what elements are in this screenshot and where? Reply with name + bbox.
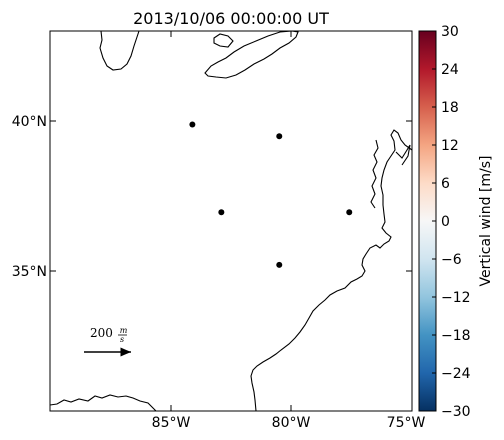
lon-label-80w: 80°W bbox=[272, 415, 311, 431]
colorbar-tick-label: 18 bbox=[441, 100, 459, 116]
lat-label-40: 40°N bbox=[12, 114, 47, 130]
colorbar-tick-label: 0 bbox=[441, 214, 450, 230]
colorbar-tick-label: −24 bbox=[441, 366, 471, 382]
lat-label-35: 35°N bbox=[12, 264, 47, 280]
colorbar-tick-label: 30 bbox=[441, 24, 459, 40]
lat-tick-marks bbox=[50, 120, 412, 272]
wind-scale-arrow: 200 m s bbox=[84, 326, 131, 357]
station-marker bbox=[346, 209, 353, 216]
colorbar-ticks: 30 24 18 12 6 0 −6 −12 −18 −24 −30 bbox=[432, 24, 471, 420]
chesapeake-bay-outline bbox=[370, 139, 379, 209]
colorbar-tick-label: −12 bbox=[441, 290, 471, 306]
map-title: 2013/10/06 00:00:00 UT bbox=[133, 9, 329, 28]
colorbar-tick-label: −18 bbox=[441, 328, 471, 344]
station-marker bbox=[276, 133, 283, 140]
station-markers bbox=[189, 121, 353, 268]
lon-label-85w: 85°W bbox=[152, 415, 191, 431]
colorbar-tick-label: −30 bbox=[441, 404, 471, 420]
colorbar: 30 24 18 12 6 0 −6 −12 −18 −24 −30 Vertical wind [… bbox=[418, 24, 494, 420]
atlantic-coastline bbox=[250, 129, 413, 412]
lake-erie-outline bbox=[204, 30, 299, 79]
map-panel[interactable]: 200 m s bbox=[49, 30, 413, 412]
scale-arrow-unit-den: s bbox=[120, 335, 124, 344]
gulf-coastline bbox=[49, 394, 157, 412]
colorbar-tick-label: 6 bbox=[441, 176, 450, 192]
delmarva-outline bbox=[395, 144, 411, 166]
colorbar-tick-label: −6 bbox=[441, 252, 462, 268]
lon-label-75w: 75°W bbox=[387, 415, 426, 431]
colorbar-tick-label: 12 bbox=[441, 138, 459, 154]
station-marker bbox=[276, 261, 283, 268]
station-marker bbox=[189, 121, 196, 128]
lon-tick-marks bbox=[170, 31, 292, 411]
coastlines bbox=[49, 30, 413, 412]
scale-arrow-label: 200 m bbox=[90, 326, 128, 340]
station-marker bbox=[218, 209, 225, 216]
colorbar-label: Vertical wind [m/s] bbox=[478, 156, 494, 287]
colorbar-tick-label: 24 bbox=[441, 62, 459, 78]
lake-michigan-outline bbox=[99, 30, 140, 71]
map-frame bbox=[49, 30, 413, 412]
lake-erie-island bbox=[213, 33, 234, 48]
